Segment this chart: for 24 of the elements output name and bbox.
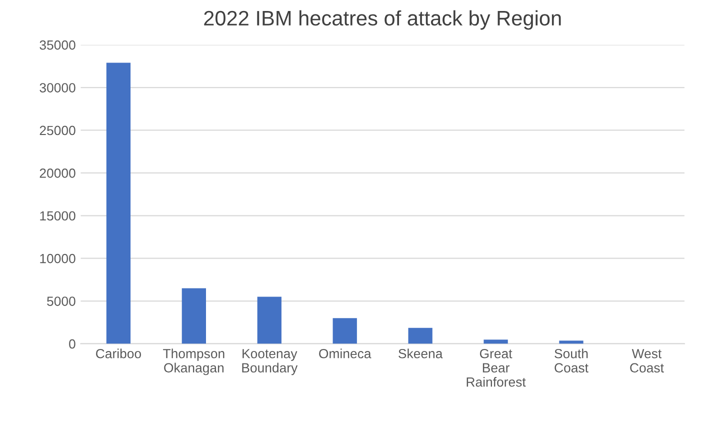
x-tick-label: West Coast	[630, 349, 664, 372]
y-tick-label: 10000	[40, 254, 76, 264]
x-tick-label: Kootenay Boundary	[242, 349, 298, 376]
bar	[484, 340, 508, 344]
bar	[257, 296, 282, 344]
y-tick-label: 20000	[40, 168, 76, 178]
x-tick-label: South Coast	[554, 348, 588, 372]
bar	[408, 328, 432, 344]
x-tick-label: Thompson Okanagan	[163, 348, 224, 376]
y-tick-label: 15000	[40, 211, 76, 221]
y-tick-label: 25000	[40, 126, 76, 136]
bar	[559, 340, 584, 344]
x-tick-label: Great Bear Rainforest	[466, 348, 526, 387]
chart-title: 2022 IBM hecatres of attack by Region	[204, 10, 561, 30]
x-tick-label: Omineca	[319, 348, 372, 358]
y-tick-label: 30000	[40, 83, 76, 92]
x-tick-label: Cariboo	[96, 348, 142, 358]
bar	[332, 318, 357, 344]
x-tick-label: Skeena	[398, 348, 443, 358]
bar	[182, 288, 206, 344]
y-tick-label: 35000	[40, 40, 76, 50]
y-tick-label: 5000	[47, 296, 76, 306]
bar	[106, 62, 131, 344]
y-tick-label: 0	[69, 339, 76, 349]
